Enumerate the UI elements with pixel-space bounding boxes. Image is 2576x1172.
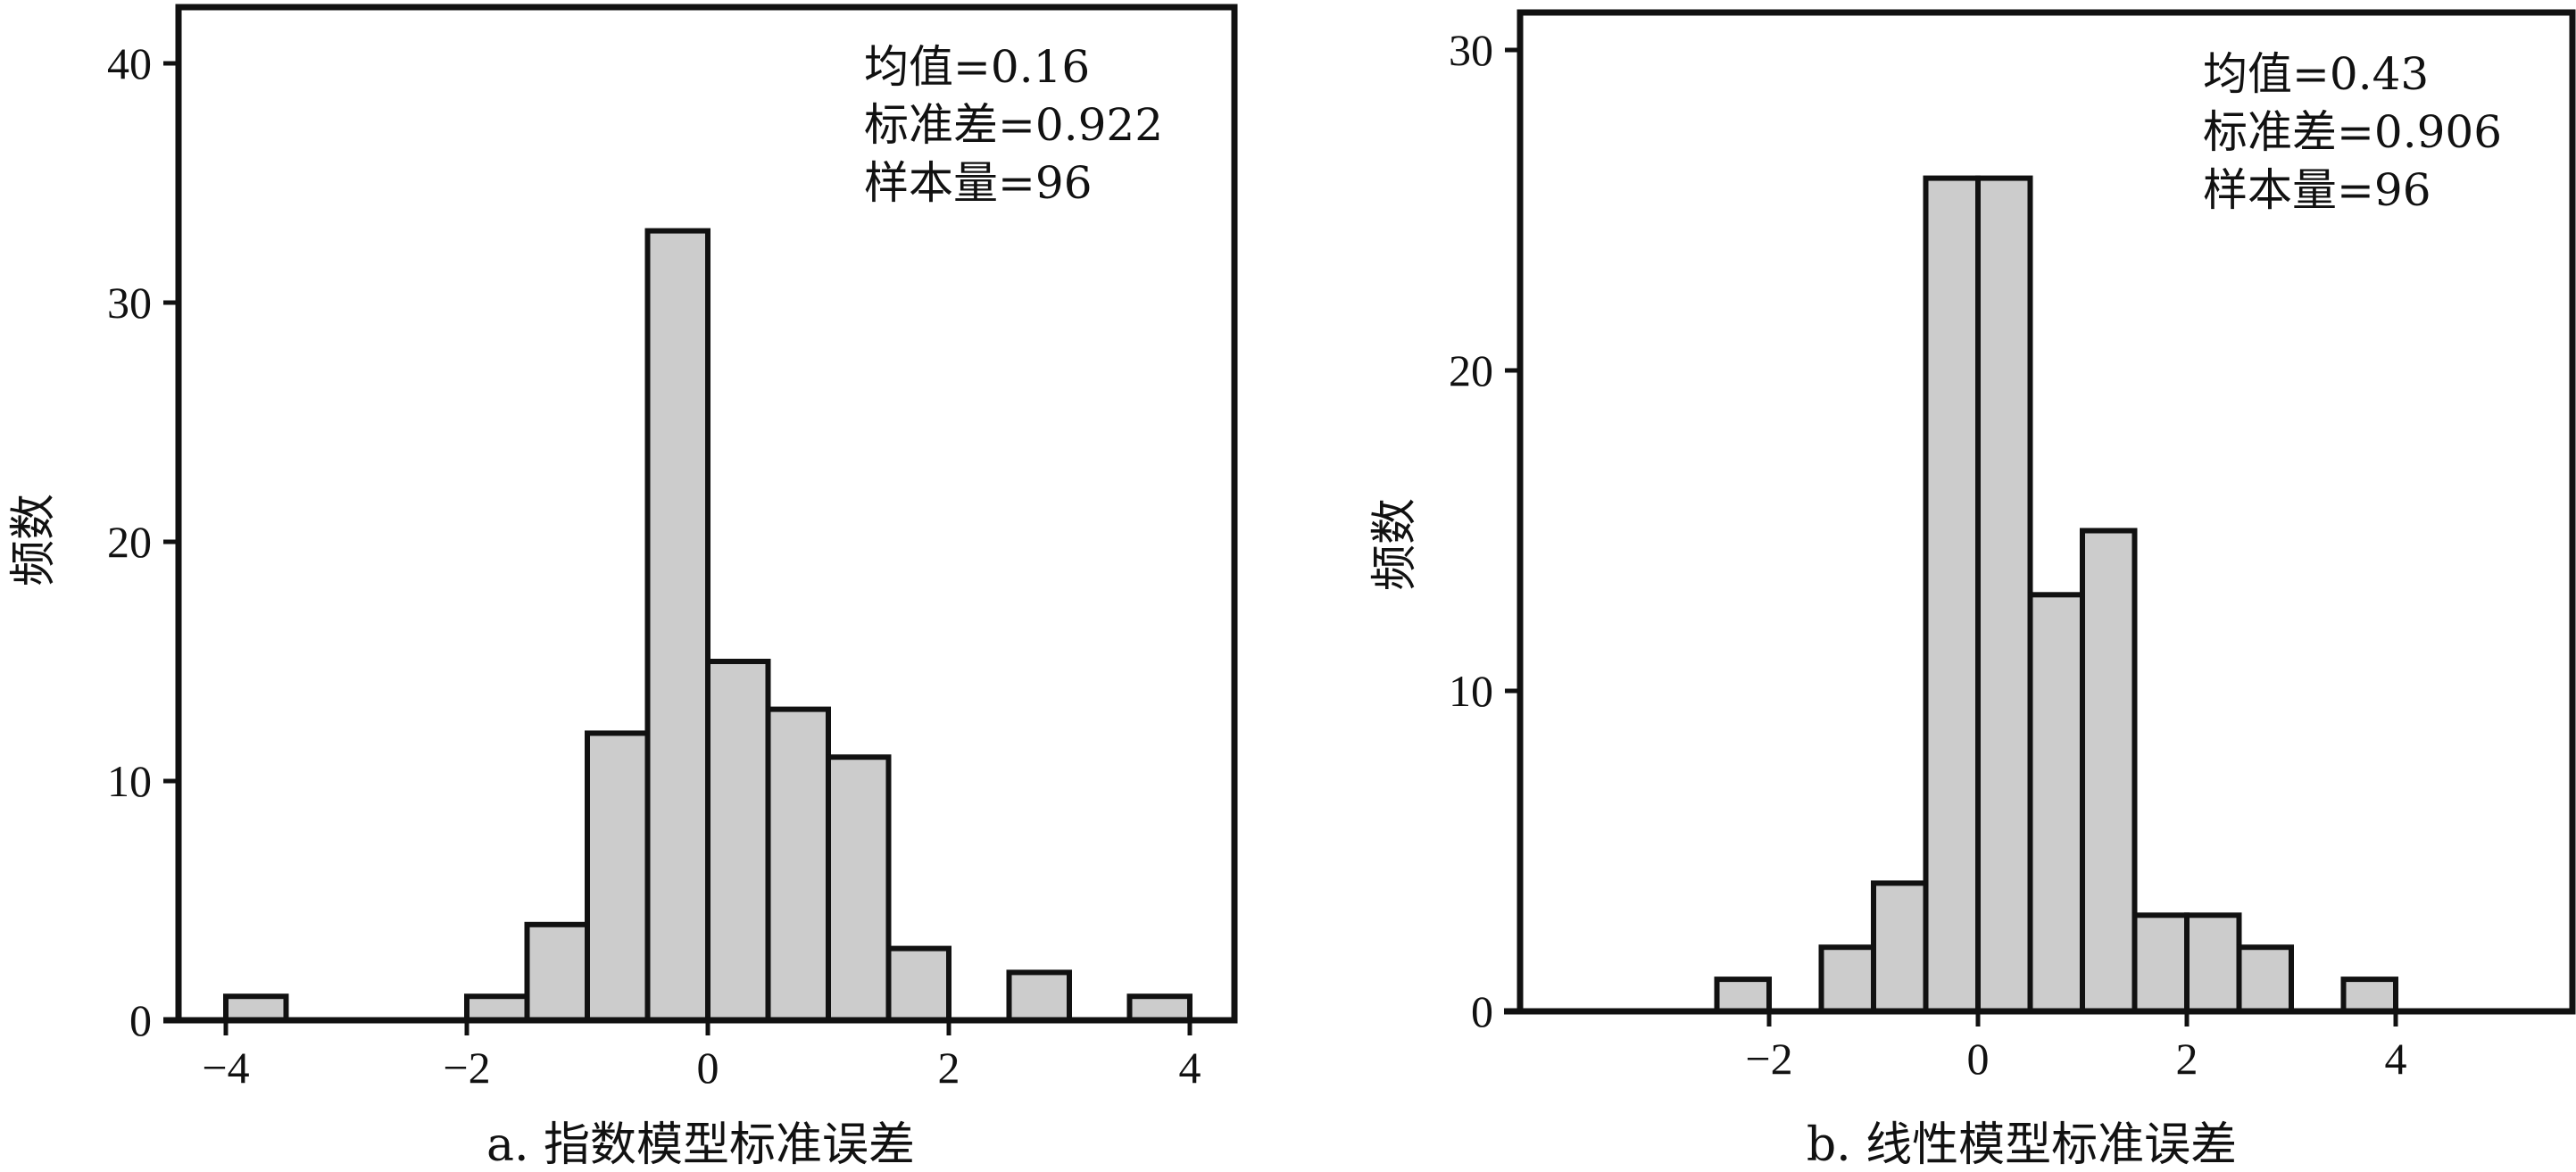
chart-a-bar-7 (826, 754, 892, 1023)
chart-b-bar-7 (2131, 912, 2190, 1015)
chart-a-x-tick-label-2: 0 (697, 1043, 719, 1093)
chart-b-bar-3 (1923, 175, 1981, 1015)
chart-b-linear-model: b. 线性模型标准误差 频数 均值=0.43 标准差=0.906 样本量=96 … (1368, 9, 2576, 1172)
chart-a-bar-8 (885, 945, 951, 1023)
chart-a-bar-5 (705, 659, 771, 1023)
chart-b-y-axis-title: 频数 (1368, 498, 1422, 591)
chart-a-y-tick-label-4: 40 (107, 38, 152, 88)
chart-a-x-tick-label-4: 4 (1179, 1043, 1201, 1093)
chart-a-stats-mean: 均值=0.16 (864, 41, 1090, 93)
chart-b-x-tick-label-0: −2 (1745, 1034, 1792, 1084)
chart-b-bar-6 (2080, 528, 2138, 1014)
chart-b-bar-0 (1714, 977, 1772, 1014)
chart-b-bar-2 (1871, 880, 1929, 1015)
chart-a-y-axis-title: 频数 (7, 494, 61, 586)
chart-b-stats-std: 标准差=0.906 (2203, 106, 2502, 158)
chart-a-x-axis-title: a. 指数模型标准误差 (486, 1118, 915, 1172)
chart-a-y-tick-label-0: 0 (129, 995, 152, 1045)
chart-a-bar-4 (644, 228, 710, 1024)
chart-b-x-axis-title: b. 线性模型标准误差 (1807, 1118, 2237, 1172)
chart-a-bar-3 (585, 730, 651, 1024)
chart-b-bar-4 (1975, 175, 2033, 1015)
chart-a-stats-n: 样本量=96 (864, 157, 1093, 209)
chart-a-bar-1 (464, 993, 530, 1023)
chart-b-x-tick-label-2: 2 (2176, 1034, 2198, 1084)
chart-b-stats-mean: 均值=0.43 (2203, 48, 2429, 100)
chart-a-stats-std: 标准差=0.922 (864, 99, 1163, 151)
chart-b-bar-5 (2027, 592, 2085, 1014)
chart-a-x-tick-label-0: −4 (202, 1043, 249, 1093)
chart-a-bar-10 (1126, 993, 1192, 1023)
chart-b-x-tick-label-3: 4 (2385, 1034, 2407, 1084)
chart-a-y-tick-label-1: 10 (107, 756, 152, 806)
chart-b-bar-10 (2340, 977, 2398, 1014)
chart-a-x-tick-label-3: 2 (938, 1043, 960, 1093)
chart-b-bar-9 (2236, 944, 2294, 1014)
chart-a-y-tick-label-3: 30 (107, 278, 152, 328)
chart-b-y-tick-label-1: 10 (1449, 666, 1493, 716)
chart-b-y-tick-label-0: 0 (1471, 986, 1493, 1036)
chart-a-bar-2 (524, 921, 590, 1024)
chart-b-x-tick-label-1: 0 (1967, 1034, 1990, 1084)
chart-a-bar-9 (1006, 969, 1072, 1024)
chart-a-bar-6 (765, 706, 831, 1023)
chart-a-y-tick-label-2: 20 (107, 517, 152, 567)
chart-b-y-tick-label-3: 30 (1449, 25, 1493, 75)
chart-a-x-tick-label-1: −2 (443, 1043, 490, 1093)
chart-b-bar-1 (1818, 944, 1876, 1014)
chart-b-y-tick-label-2: 20 (1449, 345, 1493, 395)
chart-a-exponential-model: a. 指数模型标准误差 频数 均值=0.16 标准差=0.922 样本量=96 … (7, 4, 1238, 1172)
chart-a-bar-0 (223, 993, 289, 1023)
chart-b-bar-8 (2184, 912, 2242, 1015)
chart-b-stats-n: 样本量=96 (2203, 164, 2431, 216)
